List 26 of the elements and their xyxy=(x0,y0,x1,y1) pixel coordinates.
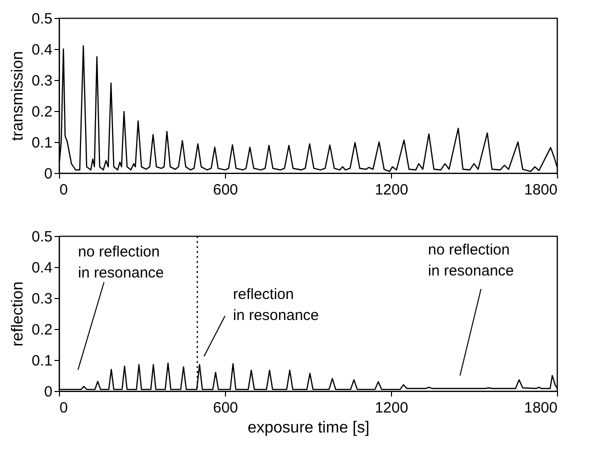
x-tick-label: 1200 xyxy=(374,400,408,416)
x-tick-label: 1800 xyxy=(524,182,558,198)
x-tick-label: 1800 xyxy=(524,400,558,416)
y-axis-title: reflection xyxy=(10,282,27,346)
y-tick-label: 0 xyxy=(44,166,52,182)
y-tick-label: 0.3 xyxy=(32,72,52,90)
y-tick-label: 0.5 xyxy=(32,10,52,28)
x-tick-label: 600 xyxy=(212,182,238,198)
x-tick-label: 1200 xyxy=(374,182,408,198)
x-axis-title: exposure time [s] xyxy=(248,420,370,436)
annotation: reflection in resonance xyxy=(233,286,319,324)
x-tick-label: 0 xyxy=(60,400,68,416)
y-tick-label: 0.5 xyxy=(32,228,52,246)
y-tick-label: 0.2 xyxy=(32,322,52,338)
y-tick-label: 0.1 xyxy=(32,134,52,152)
y-axis-title: transmission xyxy=(10,51,27,141)
y-tick-label: 0.1 xyxy=(32,352,52,370)
x-tick-label: 600 xyxy=(212,400,238,416)
x-tick-label: 0 xyxy=(60,182,68,198)
y-tick-label: 0.3 xyxy=(32,290,52,308)
y-tick-label: 0.4 xyxy=(32,42,52,58)
y-tick-label: 0 xyxy=(44,384,52,400)
y-tick-label: 0.4 xyxy=(32,260,52,276)
annotation: no reflection in resonance xyxy=(78,244,164,282)
y-tick-label: 0.2 xyxy=(32,104,52,120)
annotation: no reflection in resonance xyxy=(428,242,514,280)
